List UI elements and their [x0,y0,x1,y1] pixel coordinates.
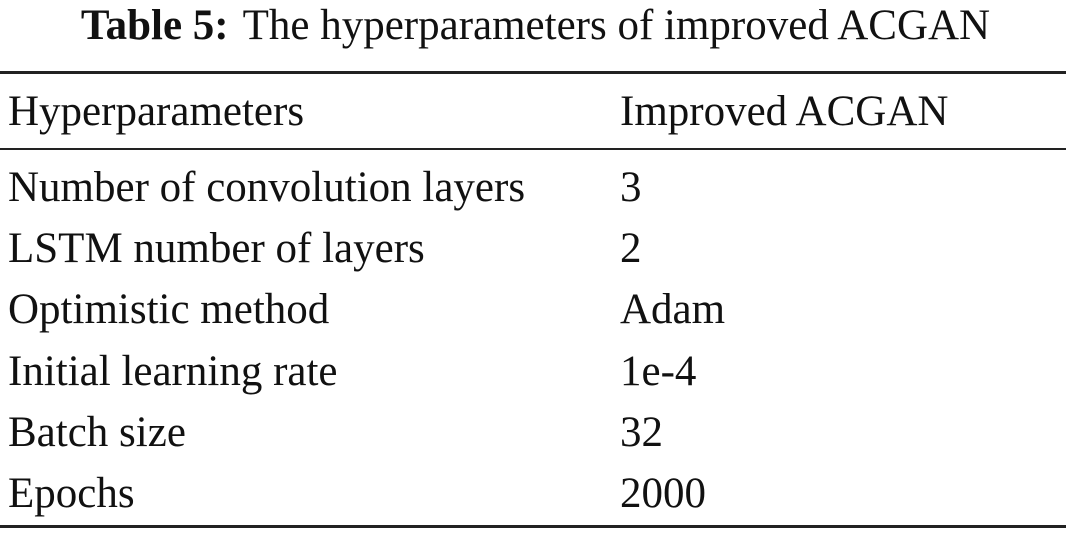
header-cell: Improved ACGAN [620,88,949,135]
value-cell: 1e-4 [620,347,697,395]
header-cell: Hyperparameters [8,88,305,135]
parameter-cell: Epochs [8,470,135,517]
parameter-cell: LSTM number of layers [8,225,425,273]
value-cell: 32 [620,408,663,456]
parameter-cell: Number of convolution layers [8,164,526,211]
caption-label: Table 5: [80,2,229,49]
value-cell: Adam [620,286,726,334]
parameter-cell: Batch size [8,408,186,456]
value-cell: 2000 [620,470,706,517]
bottom-rule [0,525,1066,528]
value-cell: 2 [620,225,642,273]
caption-text: The hyperparameters of improved ACGAN [242,2,991,49]
value-cell: 3 [620,164,642,211]
table-caption: Table 5: The hyperparameters of improved … [0,0,1071,52]
parameter-cell: Optimistic method [8,286,330,334]
parameter-cell: Initial learning rate [8,347,338,395]
header-rule [0,148,1066,150]
top-rule [0,71,1066,74]
